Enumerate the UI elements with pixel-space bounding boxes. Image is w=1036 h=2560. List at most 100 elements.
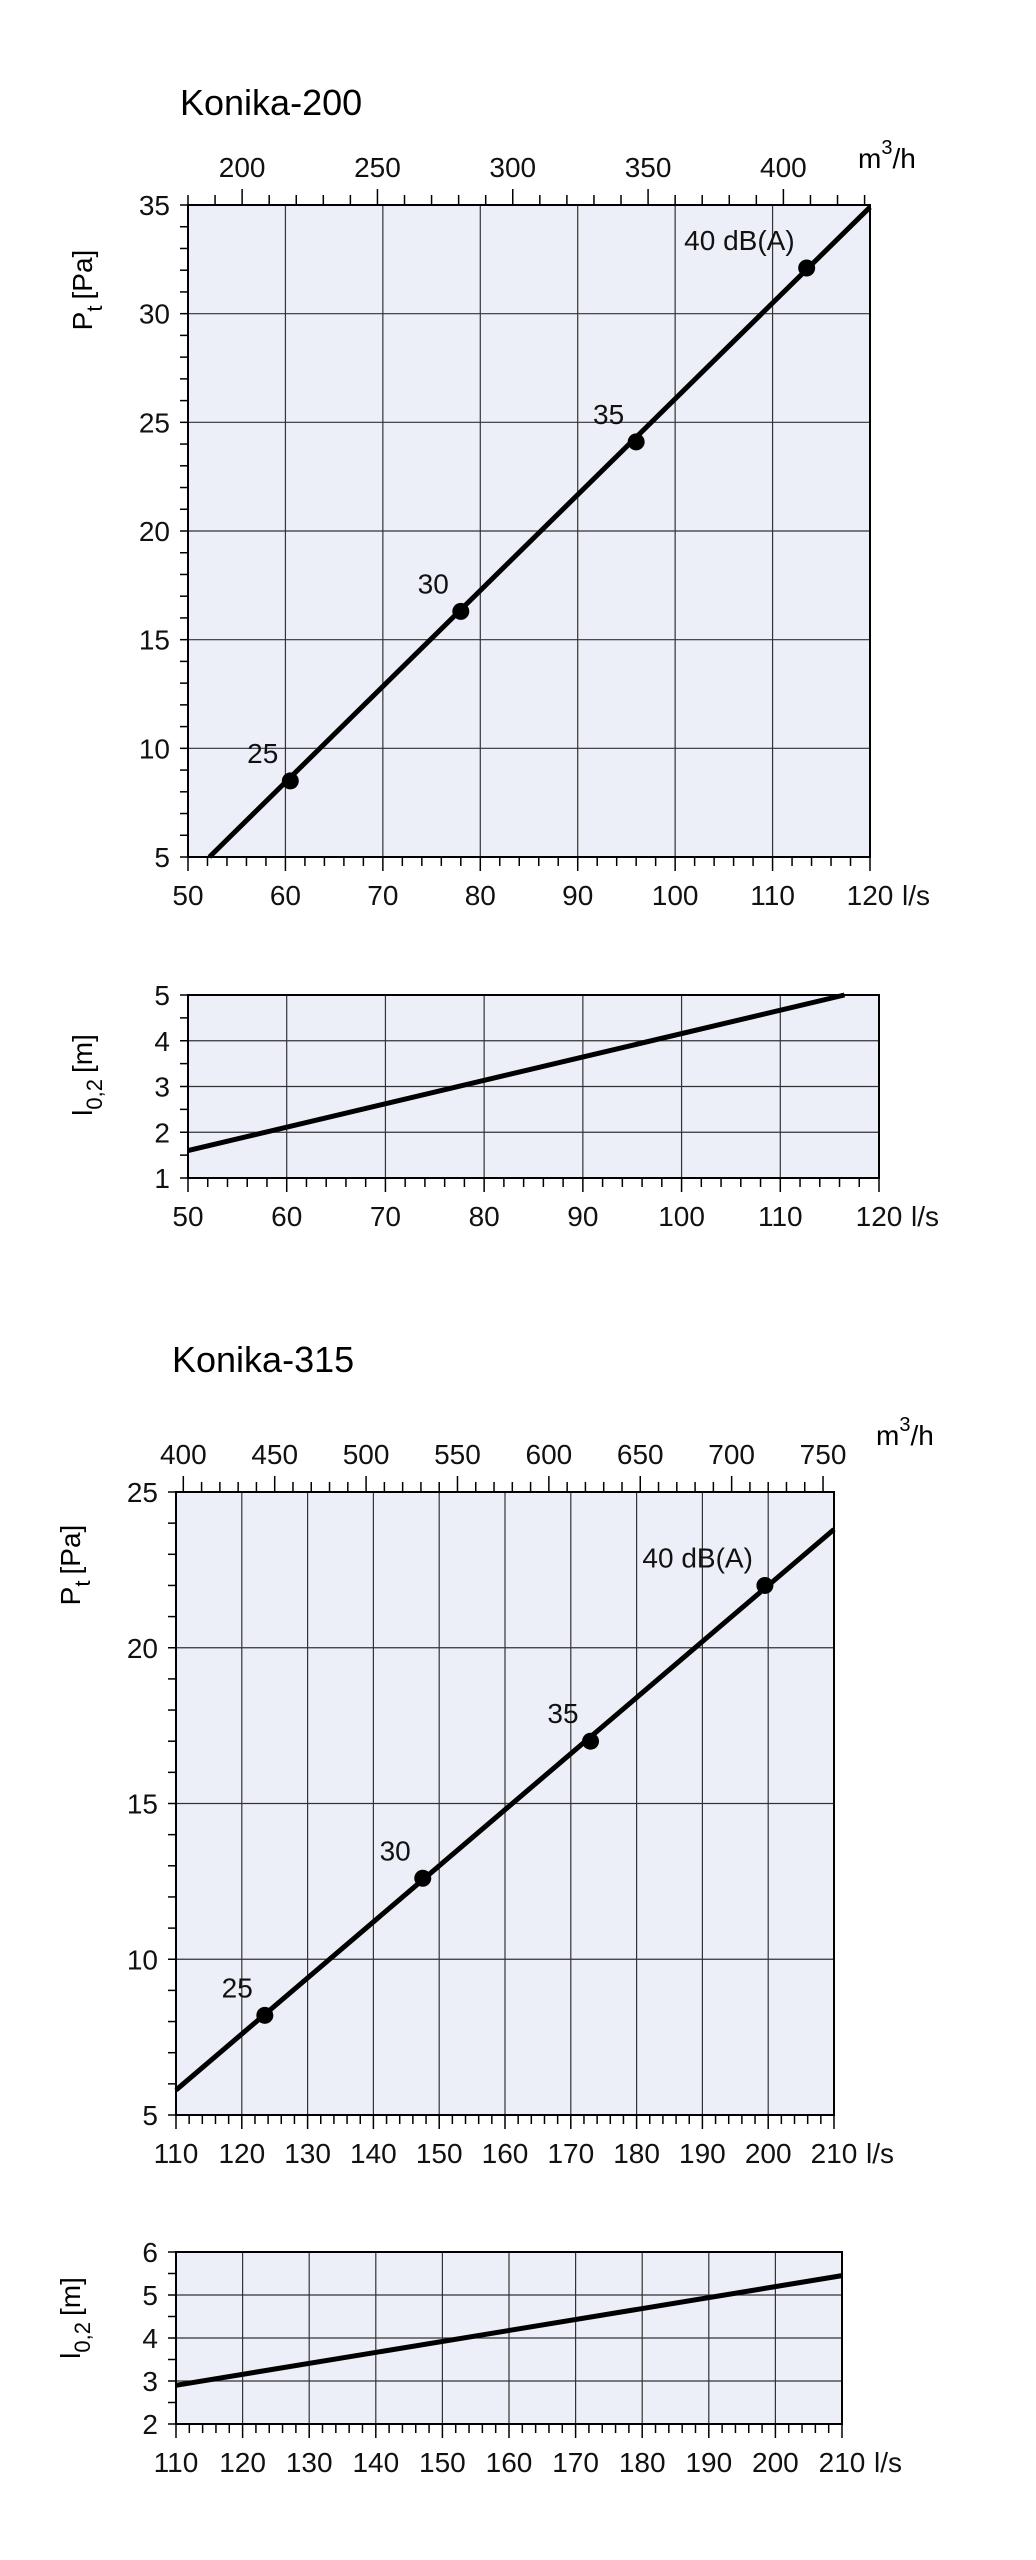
konika-200-throw-x-tick-label: 100 [658,1201,705,1232]
konika-200-pressure-point [452,602,470,620]
konika-200-title: Konika-200 [180,82,362,123]
konika-315-pressure-x-tick-label: 150 [416,2138,463,2169]
konika-315-pressure-y-tick-label: 5 [142,2100,158,2131]
konika-315-throw-x-tick-label: 130 [286,2447,333,2478]
konika-315-pressure-top-tick-label: 400 [160,1439,207,1470]
konika-200-pressure-x-tick-label: 90 [562,880,593,911]
konika-200-pressure-x-tick-label: 60 [270,880,301,911]
konika-315-pressure-top-tick-label: 500 [343,1439,390,1470]
konika-315-pressure-x-tick-label: 110 [154,2138,199,2169]
konika-315-pressure-x-tick-label: 140 [350,2138,397,2169]
konika-200-throw-x-tick-label: 70 [370,1201,401,1232]
konika-315-pressure-x-tick-label: 130 [284,2138,331,2169]
konika-200-throw-xlabel: l/s [911,1201,939,1232]
konika-200-throw-x-tick-label: 80 [469,1201,500,1232]
konika-315-pressure-point [756,1576,774,1594]
konika-315-throw-x-tick-label: 190 [685,2447,732,2478]
konika-315-pressure-x-tick-label: 170 [547,2138,594,2169]
konika-200-pressure-point [281,772,299,790]
konika-315-throw-x-tick-label: 120 [219,2447,266,2478]
konika-200-throw-chart: 50 60 70 80 90 100 110 120 l/s 1 2 3 4 5 [154,980,939,1232]
konika-200-throw-x-tick-label: 110 [758,1201,803,1232]
konika-315-throw-y-tick-label: 5 [142,2280,158,2311]
konika-200-pressure-ylabel: Pt[Pa] [67,250,107,331]
konika-315-throw-series-line [175,2273,843,2388]
konika-315-pressure-x-tick-label: 160 [482,2138,529,2169]
konika-200-throw-y-tick-label: 1 [154,1163,170,1194]
konika-315-throw-y-tick-label: 3 [142,2366,158,2397]
konika-315-pressure-x-tick-label: 200 [745,2138,792,2169]
konika-315-pressure-top-tick-label: 600 [526,1439,573,1470]
konika-315-pressure-x-tick-label: 190 [679,2138,726,2169]
konika-315-throw-x-tick-label: 160 [486,2447,533,2478]
konika-315-pressure-frame [175,1491,835,2116]
konika-200-pressure-top-tick-label: 300 [489,152,536,183]
konika-315-throw-frame [175,2251,843,2425]
konika-315-throw-xlabel: l/s [874,2447,902,2478]
konika-200-pressure-y-tick-label: 10 [139,733,170,764]
konika-200-top-axis-unit: m3/h [858,137,916,174]
konika-200-pressure-point-label: 25 [247,738,278,769]
konika-200-pressure-point-label: 30 [418,568,449,599]
konika-315-pressure-y-tick-label: 15 [127,1789,158,1820]
konika-200-throw-y-tick-label: 2 [154,1117,170,1148]
konika-315-top-axis-unit: m3/h [876,1414,934,1451]
konika-200-throw-y-tick-label: 3 [154,1072,170,1103]
konika-315-throw-x-tick-label: 200 [752,2447,799,2478]
konika-315-pressure-x-tick-label: 120 [218,2138,265,2169]
konika-200-pressure-x-tick-label: 70 [367,880,398,911]
konika-315-throw-x-tick-label: 140 [352,2447,399,2478]
konika-315-pressure-top-tick-label: 450 [251,1439,298,1470]
konika-315-pressure-series-line [174,1527,836,2092]
konika-200-pressure-xlabel: l/s [902,880,930,911]
konika-315-throw-chart: 110 120 130 140 150 160 170 180 190 200 210 l/s 2 3 4 5… [142,2237,902,2478]
konika-200-section: Konika-200 m3/h Pt[Pa] 50 60 70 80 90 100 110 1… [67,82,939,1232]
konika-200-pressure-frame [187,204,871,858]
konika-315-pressure-top-tick-label: 700 [708,1439,755,1470]
konika-315-pressure-point [414,1869,432,1887]
konika-200-pressure-y-tick-label: 30 [139,299,170,330]
konika-315-pressure-point-label: 40 dB(A) [642,1542,753,1573]
konika-200-pressure-x-tick-label: 50 [172,880,203,911]
konika-200-pressure-x-tick-label: 80 [465,880,496,911]
konika-200-pressure-point-label: 40 dB(A) [684,225,795,256]
konika-200-pressure-x-tick-label: 110 [750,880,795,911]
konika-315-pressure-xlabel: l/s [866,2138,894,2169]
konika-200-throw-y-tick-label: 4 [154,1026,170,1057]
konika-200-pressure-top-tick-label: 250 [354,152,401,183]
konika-315-throw-x-tick-label: 210 [819,2447,866,2478]
konika-200-throw-x-tick-label: 60 [271,1201,302,1232]
konika-200-pressure-y-tick-label: 5 [154,842,170,873]
konika-315-throw-x-tick-label: 170 [552,2447,599,2478]
konika-315-pressure-top-tick-label: 550 [434,1439,481,1470]
konika-315-pressure-x-tick-label: 180 [613,2138,660,2169]
konika-200-throw-ylabel: l0,2[m] [67,1034,107,1116]
konika-315-pressure-top-tick-label: 650 [617,1439,664,1470]
konika-315-pressure-chart: 110 120 130 140 150 160 170 180 190 200 210 l/s 5 10 1… [127,1439,894,2169]
konika-200-pressure-y-tick-label: 15 [139,625,170,656]
konika-315-pressure-point [582,1732,600,1750]
konika-315-title: Konika-315 [172,1339,354,1380]
konika-200-pressure-top-tick-label: 200 [219,152,266,183]
konika-200-throw-x-tick-label: 120 [856,1201,903,1232]
konika-200-pressure-chart: 50 60 70 80 90 100 110 120 l/s 5 10 15 20 25 30 35 200 25… [139,152,930,911]
konika-315-pressure-point-label: 25 [222,1972,253,2003]
konika-315-section: Konika-315 m3/h Pt[Pa] 110 120 130 140 150 16… [55,1339,934,2478]
konika-200-pressure-series-line [207,205,872,859]
konika-200-pressure-x-tick-label: 100 [652,880,699,911]
konika-315-pressure-top-tick-label: 750 [800,1439,847,1470]
konika-200-pressure-top-tick-label: 400 [760,152,807,183]
konika-200-throw-x-tick-label: 50 [172,1201,203,1232]
konika-200-throw-x-tick-label: 90 [567,1201,598,1232]
konika-200-throw-series-line [187,992,846,1153]
konika-200-throw-y-tick-label: 5 [154,980,170,1011]
konika-315-pressure-y-tick-label: 25 [127,1477,158,1508]
konika-315-pressure-ylabel: Pt[Pa] [55,1525,95,1606]
konika-315-throw-y-tick-label: 6 [142,2237,158,2268]
konika-200-pressure-point [798,259,816,277]
konika-200-pressure-point-label: 35 [593,399,624,430]
konika-200-pressure-y-tick-label: 25 [139,407,170,438]
konika-200-pressure-y-tick-label: 20 [139,516,170,547]
konika-315-throw-y-tick-label: 4 [142,2323,158,2354]
